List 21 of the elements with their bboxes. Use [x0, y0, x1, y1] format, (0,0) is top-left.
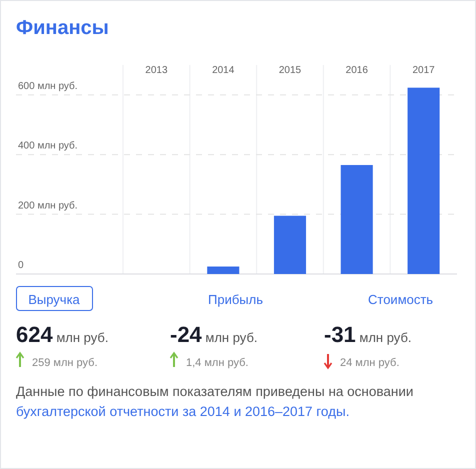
text: -31 млн руб. [324, 322, 412, 347]
text: Данные по финансовым показателям приведены на основании [16, 384, 414, 399]
y-tick-label: 0 [18, 260, 24, 271]
x-tick-label: 2014 [212, 65, 235, 76]
text: Стоимость [368, 292, 434, 307]
chart-title: Финансы [16, 17, 109, 39]
text: бухгалтерской отчетности за 2014 и 2016–2017 годы. [16, 404, 350, 419]
y-tick-label: 400 млн руб. [18, 140, 78, 152]
text: Выручка [28, 292, 81, 307]
x-tick-label: 2013 [145, 65, 168, 76]
x-tick-label: 2015 [278, 65, 302, 76]
y-tick-label: 600 млн руб. [18, 80, 78, 92]
text: Прибыль [208, 292, 264, 307]
y-tick-label: 200 млн руб. [18, 200, 78, 212]
text: -24 млн руб. [170, 322, 258, 347]
x-tick-label: 2017 [412, 65, 436, 76]
text: 24 млн руб. [340, 357, 400, 369]
text: 624 млн руб. [16, 322, 108, 347]
x-tick-label: 2016 [346, 65, 368, 76]
text: 1,4 млн руб. [186, 357, 248, 369]
text: 259 млн руб. [32, 357, 98, 369]
